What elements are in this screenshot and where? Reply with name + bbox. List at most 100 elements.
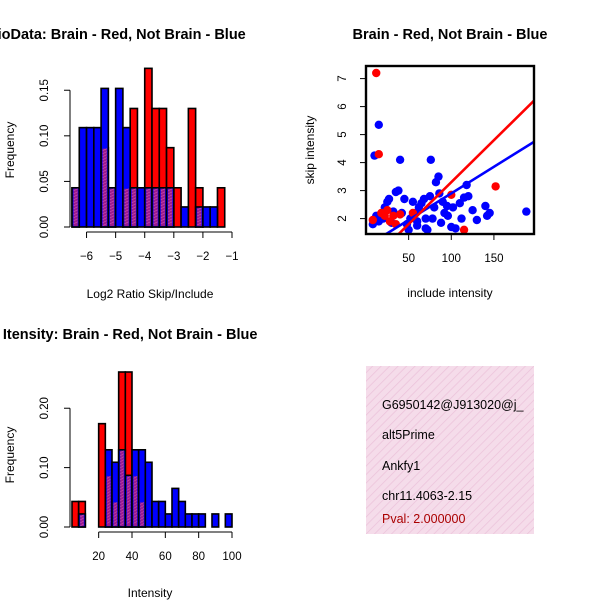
overlap-hatch-line xyxy=(73,200,78,204)
overlap-hatch-line xyxy=(153,209,158,213)
axes: 50 100 150 2 3 4 5 6 7 xyxy=(337,64,536,265)
overlap-hatch-line xyxy=(133,500,138,503)
p-value: Pval: 2.000000 xyxy=(382,512,465,526)
overlap-hatch-line xyxy=(120,468,124,472)
not-brain-point xyxy=(425,192,435,201)
overlap-hatch-line xyxy=(131,188,137,192)
brain-point xyxy=(374,150,383,159)
overlap-hatch-line xyxy=(102,217,107,220)
overlap-bar xyxy=(120,450,124,526)
overlap-hatch-line xyxy=(120,462,124,466)
not-brain-bar xyxy=(224,513,233,528)
overlap-hatch-line xyxy=(126,500,131,503)
overlap-hatch-line xyxy=(113,517,118,520)
not-brain-bar xyxy=(144,461,153,528)
x-tick-label: −3 xyxy=(167,251,180,263)
overlap-hatch-line xyxy=(167,218,173,222)
overlap-hatch-line xyxy=(120,513,124,517)
overlap-hatch-line xyxy=(102,163,107,166)
overlap-bar xyxy=(80,514,84,526)
overlap-hatch-line xyxy=(131,194,137,198)
overlap-hatch-line xyxy=(102,154,107,157)
fit-lines xyxy=(383,99,534,234)
overlap-hatch-line xyxy=(153,194,158,198)
overlap-hatch-line xyxy=(73,188,78,192)
info-box-clip: G6950142@J913020@j_ alt5Prime Ankfy1 chr… xyxy=(382,398,525,526)
overlap-hatch-line xyxy=(160,221,166,225)
overlap-hatch-line xyxy=(73,194,78,198)
overlap-bar xyxy=(102,148,107,226)
overlap-hatch-line xyxy=(153,188,158,192)
overlap-hatch-line xyxy=(80,523,84,527)
overlap-hatch-line xyxy=(120,477,124,481)
y-tick-label: 0.00 xyxy=(39,216,51,238)
overlap-hatch-line xyxy=(120,465,124,469)
not-brain-bar xyxy=(151,500,160,528)
overlap-hatch-line xyxy=(133,509,138,512)
overlap-hatch-line xyxy=(146,221,151,225)
not-brain-point xyxy=(421,214,430,223)
y-axis-label: Frequency xyxy=(3,427,17,484)
overlap-hatch-line xyxy=(120,480,124,484)
overlap-hatch-line xyxy=(120,453,124,457)
brain-point xyxy=(389,211,398,220)
overlap-hatch-line xyxy=(120,522,124,526)
not-brain-point xyxy=(472,215,482,225)
overlap-hatch-line xyxy=(120,471,124,475)
overlap-hatch-line xyxy=(160,200,166,204)
chart-title: RatioData: Brain - Red, Not Brain - Blue xyxy=(0,27,246,43)
overlap-hatch-line xyxy=(120,474,124,478)
x-tick-label: −1 xyxy=(225,251,238,263)
gene-name: Ankfy1 xyxy=(382,459,420,473)
overlap-hatch-line xyxy=(102,175,107,178)
overlap-hatch-line xyxy=(102,220,107,223)
overlap-hatch-line xyxy=(133,518,138,521)
overlap-hatch-line xyxy=(102,184,107,187)
overlap-hatch-line xyxy=(126,512,131,515)
overlap-hatch-line xyxy=(120,510,124,514)
overlap-hatch-line xyxy=(133,476,138,479)
overlap-hatch-line xyxy=(131,203,137,207)
not-brain-bar xyxy=(114,87,124,228)
chart-title: Gene Itensity: Brain - Red, Not Brain - … xyxy=(0,327,257,343)
overlap-hatch-line xyxy=(113,523,118,526)
overlap-bar xyxy=(153,188,158,226)
overlap-bar xyxy=(168,188,173,226)
not-brain-point xyxy=(428,214,437,223)
overlap-hatch-line xyxy=(73,203,78,207)
overlap-hatch-line xyxy=(109,215,115,219)
overlap-hatch-line xyxy=(140,508,144,511)
overlap-hatch-line xyxy=(133,491,138,494)
brain-point xyxy=(383,206,392,215)
brain-point xyxy=(459,225,469,234)
overlap-hatch-line xyxy=(133,479,138,482)
overlap-hatch-line xyxy=(160,209,166,213)
overlap-bar xyxy=(73,188,78,226)
chart-title: Brain - Red, Not Brain - Blue xyxy=(353,27,548,43)
x-tick-label: −4 xyxy=(138,251,152,263)
overlap-hatch-line xyxy=(102,151,107,154)
not-brain-point xyxy=(400,194,409,204)
overlap-hatch-line xyxy=(109,212,115,216)
overlap-hatch-line xyxy=(126,518,131,521)
overlap-hatch-line xyxy=(140,514,144,517)
overlap-hatch-line xyxy=(197,216,202,220)
not-brain-bar xyxy=(184,513,193,528)
overlap-hatch-line xyxy=(197,213,202,217)
not-brain-point xyxy=(481,201,490,211)
axes: 20 40 60 80 100 0.00 0.10 0.20 xyxy=(39,397,242,563)
overlap-hatch-line xyxy=(120,507,124,511)
overlap-hatch-line xyxy=(73,212,78,216)
y-tick-label: 7 xyxy=(337,75,349,81)
overlap-hatch-line xyxy=(126,479,131,482)
not-brain-point xyxy=(426,155,436,164)
overlap-hatch-line xyxy=(102,196,107,199)
overlap-hatch-line xyxy=(113,520,118,523)
overlap-hatch-line xyxy=(124,218,129,222)
y-axis-label: Frequency xyxy=(3,122,17,179)
overlap-bar xyxy=(160,188,166,226)
overlap-hatch-line xyxy=(131,218,137,222)
not-brain-bar xyxy=(85,126,95,228)
y-tick-label: 0.20 xyxy=(39,397,51,419)
